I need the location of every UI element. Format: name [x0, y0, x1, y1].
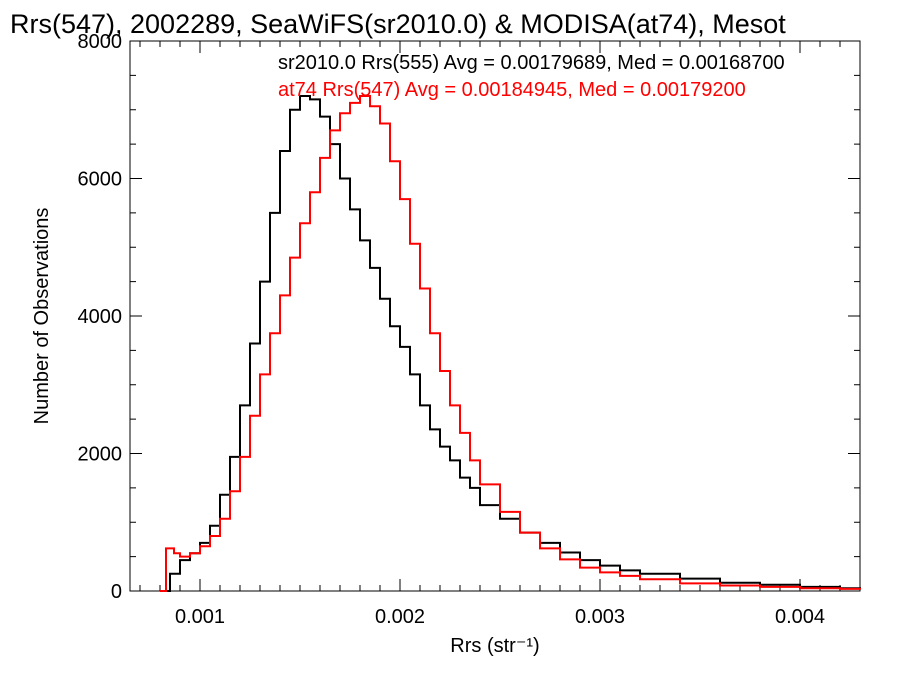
series-line-0: [160, 95, 861, 592]
chart-title: Rrs(547), 2002289, SeaWiFS(sr2010.0) & M…: [10, 9, 786, 39]
series-line-1: [160, 95, 861, 592]
axis-ticks: 0.001 0.002 0.003 0.004 0 2000 4000 6000 8000: [78, 31, 861, 628]
y-tick-label: 8000: [78, 31, 123, 53]
x-axis-label: Rrs (str⁻¹): [450, 635, 539, 657]
series-layer: [159, 95, 861, 592]
x-tick-label: 0.002: [375, 606, 425, 628]
x-tick-label: 0.001: [175, 606, 225, 628]
x-tick-label: 0.003: [575, 606, 625, 628]
x-tick-label: 0.004: [775, 606, 825, 628]
series-1: [159, 95, 861, 592]
annotation-sr2010: sr2010.0 Rrs(555) Avg = 0.00179689, Med …: [278, 52, 785, 74]
y-tick-label: 4000: [78, 306, 123, 328]
annotation-at74: at74 Rrs(547) Avg = 0.00184945, Med = 0.…: [278, 79, 746, 101]
y-tick-label: 0: [111, 581, 122, 603]
y-axis-label: Number of Observations: [31, 208, 53, 425]
y-tick-label: 6000: [78, 169, 123, 191]
plot-frame: [129, 40, 861, 592]
series-0: [159, 95, 861, 592]
y-tick-label: 2000: [78, 444, 123, 466]
